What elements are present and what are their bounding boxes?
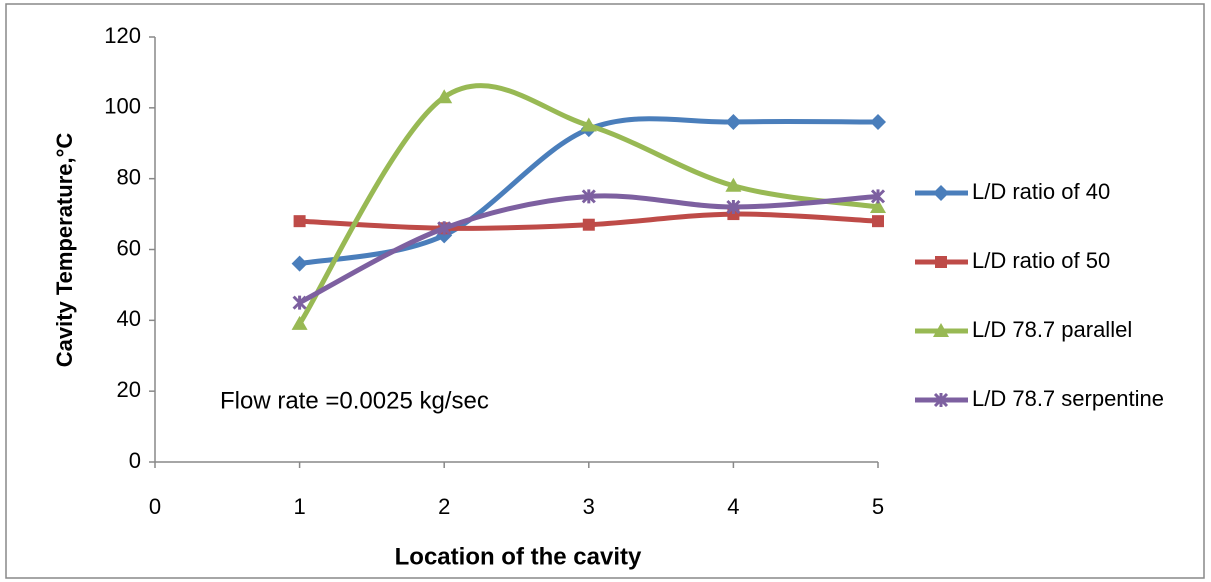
y-tick-label: 120 <box>104 23 141 48</box>
legend-marker <box>933 392 949 408</box>
legend-marker <box>933 323 949 337</box>
marker <box>726 199 741 215</box>
marker <box>437 221 452 236</box>
x-tick-label: 5 <box>872 494 884 519</box>
y-tick-label: 40 <box>117 306 141 331</box>
marker <box>870 114 886 130</box>
legend-marker <box>933 185 949 201</box>
chart-border <box>5 3 1205 579</box>
x-tick-label: 1 <box>293 494 305 519</box>
y-axis-title: Cavity Temperature,°C <box>52 133 77 368</box>
marker <box>870 199 886 213</box>
y-tick-label: 60 <box>117 235 141 260</box>
marker <box>725 114 742 130</box>
marker <box>581 189 596 204</box>
y-tick-label: 80 <box>117 164 141 189</box>
legend-label: L/D ratio of 50 <box>972 248 1110 273</box>
y-tick-label: 20 <box>117 377 141 402</box>
legend-marker <box>935 256 947 268</box>
x-axis-title: Location of the cavity <box>395 543 642 570</box>
marker <box>872 215 884 228</box>
marker <box>725 177 742 192</box>
series-line <box>298 193 879 305</box>
legend-label: L/D 78.7 serpentine <box>972 386 1164 411</box>
annotation: Flow rate =0.0025 kg/sec <box>220 387 489 414</box>
y-tick-label: 0 <box>129 448 141 473</box>
x-tick-label: 2 <box>438 494 450 519</box>
x-tick-label: 3 <box>583 494 595 519</box>
x-tick-label: 4 <box>727 494 739 519</box>
marker <box>436 89 453 104</box>
marker <box>291 315 308 330</box>
marker <box>293 215 306 228</box>
marker <box>292 295 307 310</box>
marker <box>291 255 308 272</box>
series-line <box>297 83 879 326</box>
legend-label: L/D 78.7 parallel <box>972 317 1132 342</box>
y-tick-label: 100 <box>104 94 141 119</box>
x-tick-label: 0 <box>149 494 161 519</box>
marker <box>582 218 595 231</box>
legend-label: L/D ratio of 40 <box>972 179 1110 204</box>
marker <box>870 189 886 204</box>
marker <box>580 117 597 132</box>
